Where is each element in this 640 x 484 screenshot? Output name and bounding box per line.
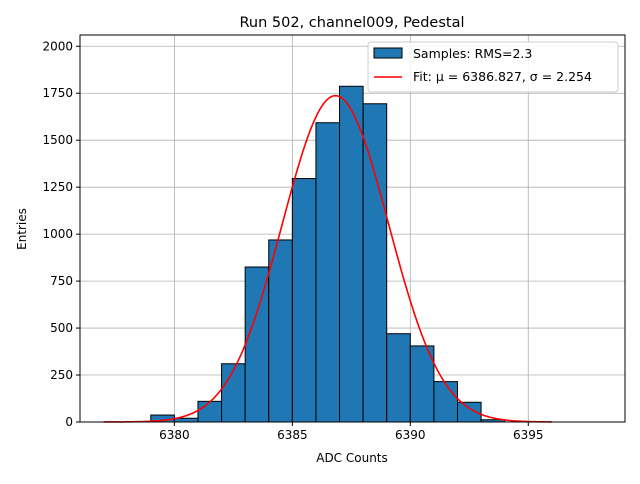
plot-frame (79, 34, 626, 423)
y-tick-label: 1250 (42, 180, 73, 194)
histogram-bar (362, 103, 388, 423)
histogram-bar (339, 85, 364, 423)
y-tick-label: 500 (50, 321, 73, 335)
histogram-bar (433, 381, 458, 423)
histogram-bars (150, 85, 506, 423)
legend: Samples: RMS=2.3 Fit: μ = 6386.827, σ = … (367, 41, 619, 93)
y-tick-label: 750 (50, 274, 73, 288)
y-tick-label: 250 (50, 368, 73, 382)
y-tick-label: 1500 (42, 133, 73, 147)
histogram-bar (386, 333, 411, 423)
axis-ticks: 6380 6385 6390 6395 0 250 500 750 1000 1250 1500 17… (42, 39, 543, 442)
histogram-bar (291, 178, 317, 423)
histogram-bar (197, 400, 223, 423)
x-axis-label: ADC Counts (316, 451, 388, 465)
y-tick-label: 1000 (42, 227, 73, 241)
legend-label-fit: Fit: μ = 6386.827, σ = 2.254 (413, 69, 592, 84)
histogram-bar (315, 122, 341, 423)
histogram-bar (268, 239, 293, 423)
chart-title: Run 502, channel009, Pedestal (239, 15, 464, 31)
fit-curve (103, 94, 552, 423)
x-tick-label: 6395 (513, 428, 544, 442)
x-tick-label: 6385 (277, 428, 308, 442)
histogram-bar (244, 266, 270, 423)
y-tick-label: 2000 (42, 39, 73, 53)
y-tick-label: 0 (65, 415, 73, 429)
x-tick-label: 6390 (395, 428, 426, 442)
x-tick-label: 6380 (159, 428, 190, 442)
legend-swatch-samples (373, 47, 403, 59)
legend-label-samples: Samples: RMS=2.3 (413, 46, 532, 61)
histogram-bar (221, 363, 246, 423)
y-axis-label: Entries (15, 208, 29, 250)
y-tick-label: 1750 (42, 86, 73, 100)
histogram-bar (173, 417, 199, 423)
